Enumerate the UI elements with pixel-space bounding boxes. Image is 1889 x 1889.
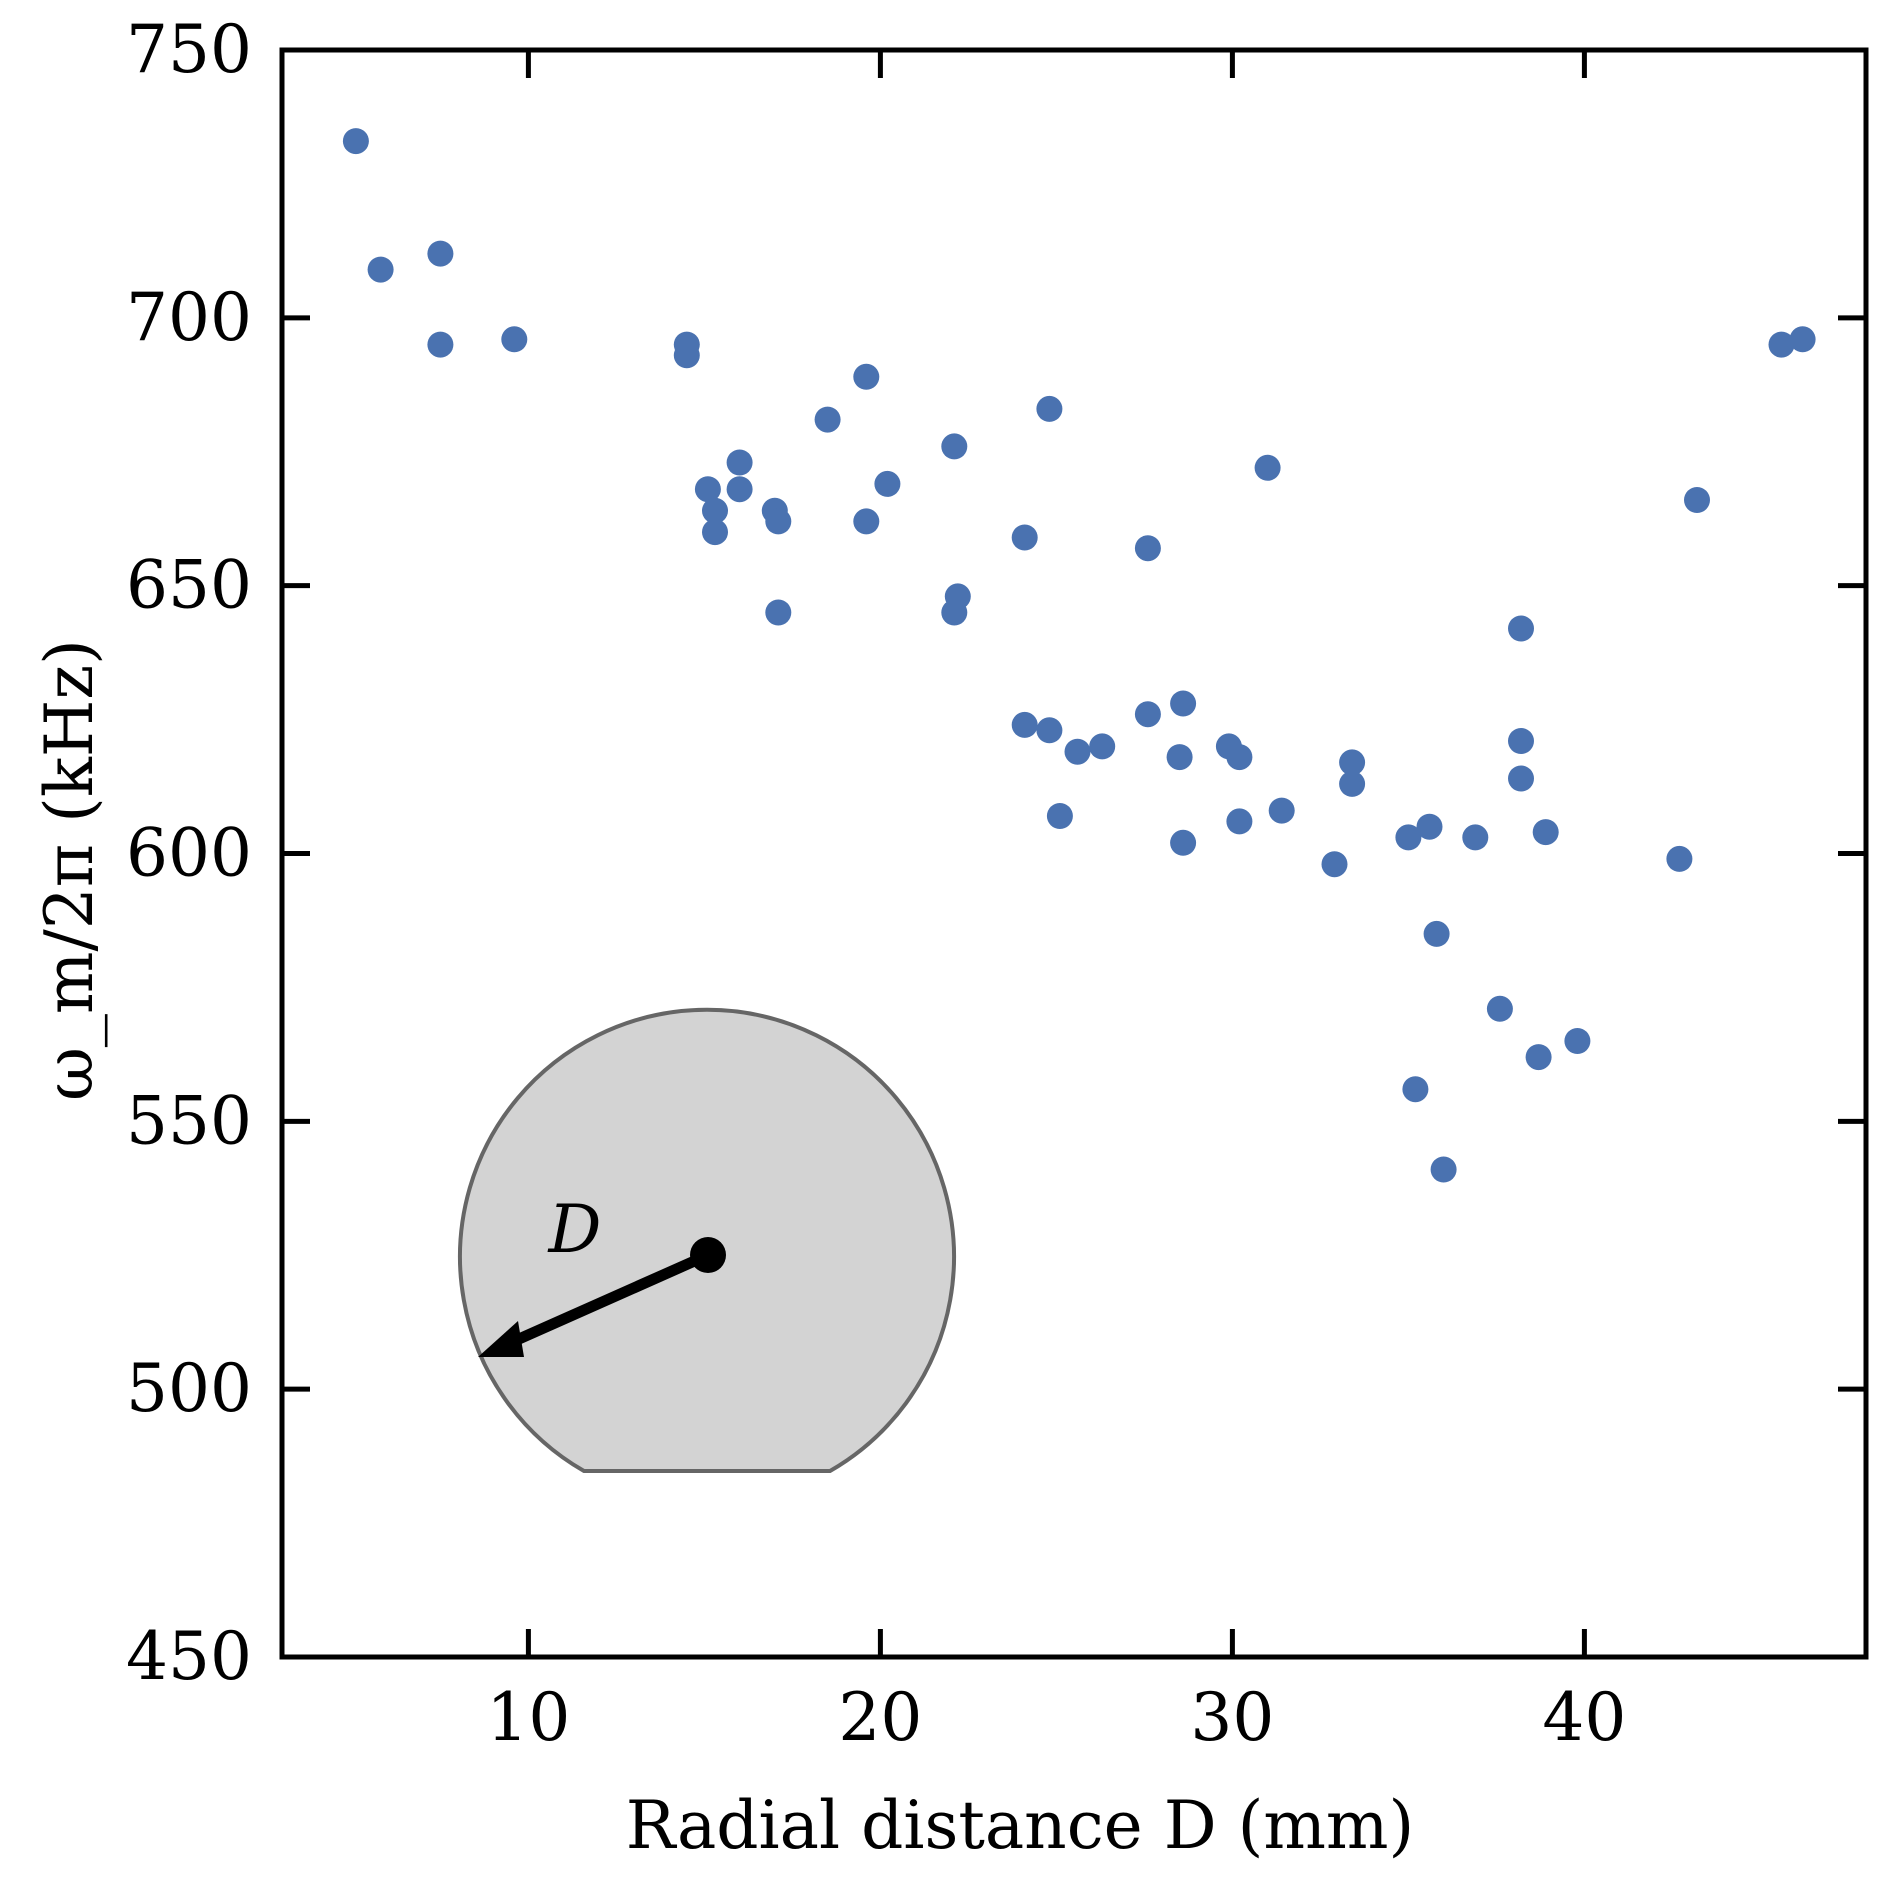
y-tick-label: 450	[126, 1618, 252, 1695]
data-point	[853, 363, 880, 390]
data-point	[367, 256, 394, 283]
data-point	[427, 240, 454, 267]
data-point	[1508, 728, 1534, 754]
data-point	[1011, 711, 1038, 738]
data-point	[702, 519, 728, 546]
data-point	[694, 476, 721, 503]
data-point	[1064, 738, 1091, 765]
y-axis-title: ω_m/2π (kHz)	[31, 639, 108, 1101]
data-point	[1170, 690, 1197, 717]
data-point	[1268, 797, 1295, 824]
data-point	[1226, 808, 1253, 835]
x-tick-label: 20	[838, 1679, 922, 1756]
y-tick-label: 500	[126, 1350, 252, 1427]
data-point	[1046, 803, 1073, 829]
data-point	[1532, 819, 1559, 846]
data-point	[1254, 454, 1281, 481]
data-point	[1416, 813, 1443, 840]
data-point	[1789, 326, 1816, 353]
data-point	[501, 326, 528, 353]
inset-center-dot	[690, 1237, 726, 1273]
inset-schematic: D	[458, 1007, 956, 1473]
x-tick-label: 30	[1190, 1679, 1274, 1756]
data-point	[941, 433, 968, 460]
data-point	[1508, 765, 1534, 792]
data-point	[765, 508, 792, 535]
data-point	[1423, 920, 1450, 947]
data-points	[342, 128, 1816, 1183]
data-point	[1170, 829, 1197, 856]
data-point	[1486, 995, 1513, 1022]
data-point	[342, 128, 369, 155]
y-tick-label: 650	[126, 547, 252, 624]
data-point	[1462, 824, 1489, 851]
inset-radius-arrow-shaft	[507, 1249, 711, 1349]
y-tick-label: 550	[126, 1082, 252, 1159]
data-point	[853, 508, 880, 535]
data-point	[1395, 824, 1422, 851]
data-point	[1339, 770, 1366, 797]
data-point	[1666, 845, 1693, 872]
x-tick-label: 40	[1542, 1679, 1626, 1756]
data-point	[941, 599, 968, 626]
data-point	[1339, 749, 1366, 776]
axis-ticks	[282, 47, 1866, 1660]
data-point	[673, 342, 700, 369]
inset-d-label: D	[548, 1191, 602, 1268]
data-point	[1402, 1076, 1429, 1103]
inset-radius-arrowhead	[478, 1321, 524, 1357]
data-point	[1508, 615, 1534, 642]
data-point	[1321, 851, 1348, 878]
data-point	[765, 599, 792, 626]
data-point	[1525, 1044, 1552, 1071]
data-point	[1564, 1028, 1591, 1054]
data-point	[1089, 733, 1116, 760]
data-point	[427, 331, 454, 358]
plot-frame	[279, 47, 1869, 1660]
x-tick-label: 10	[486, 1679, 570, 1756]
x-axis-title: Radial distance D (mm)	[626, 1787, 1415, 1864]
data-point	[702, 497, 728, 524]
data-point	[874, 470, 901, 497]
data-point	[726, 476, 753, 503]
data-point	[1166, 744, 1193, 771]
tick-labels: 10 20 30 40 450 500 550 600 650 700 750	[126, 11, 1626, 1756]
y-tick-label: 750	[126, 11, 252, 88]
y-tick-label: 600	[126, 815, 252, 892]
data-point	[1036, 395, 1063, 422]
data-point	[1684, 487, 1710, 513]
data-point	[1226, 744, 1253, 771]
data-point	[1430, 1156, 1457, 1183]
data-point	[1134, 535, 1161, 562]
y-tick-label: 700	[126, 279, 252, 356]
data-point	[1134, 701, 1161, 728]
data-point	[1768, 331, 1795, 358]
data-point	[1036, 717, 1063, 744]
data-point	[726, 449, 753, 476]
data-point	[1011, 524, 1038, 551]
data-point	[814, 406, 841, 433]
